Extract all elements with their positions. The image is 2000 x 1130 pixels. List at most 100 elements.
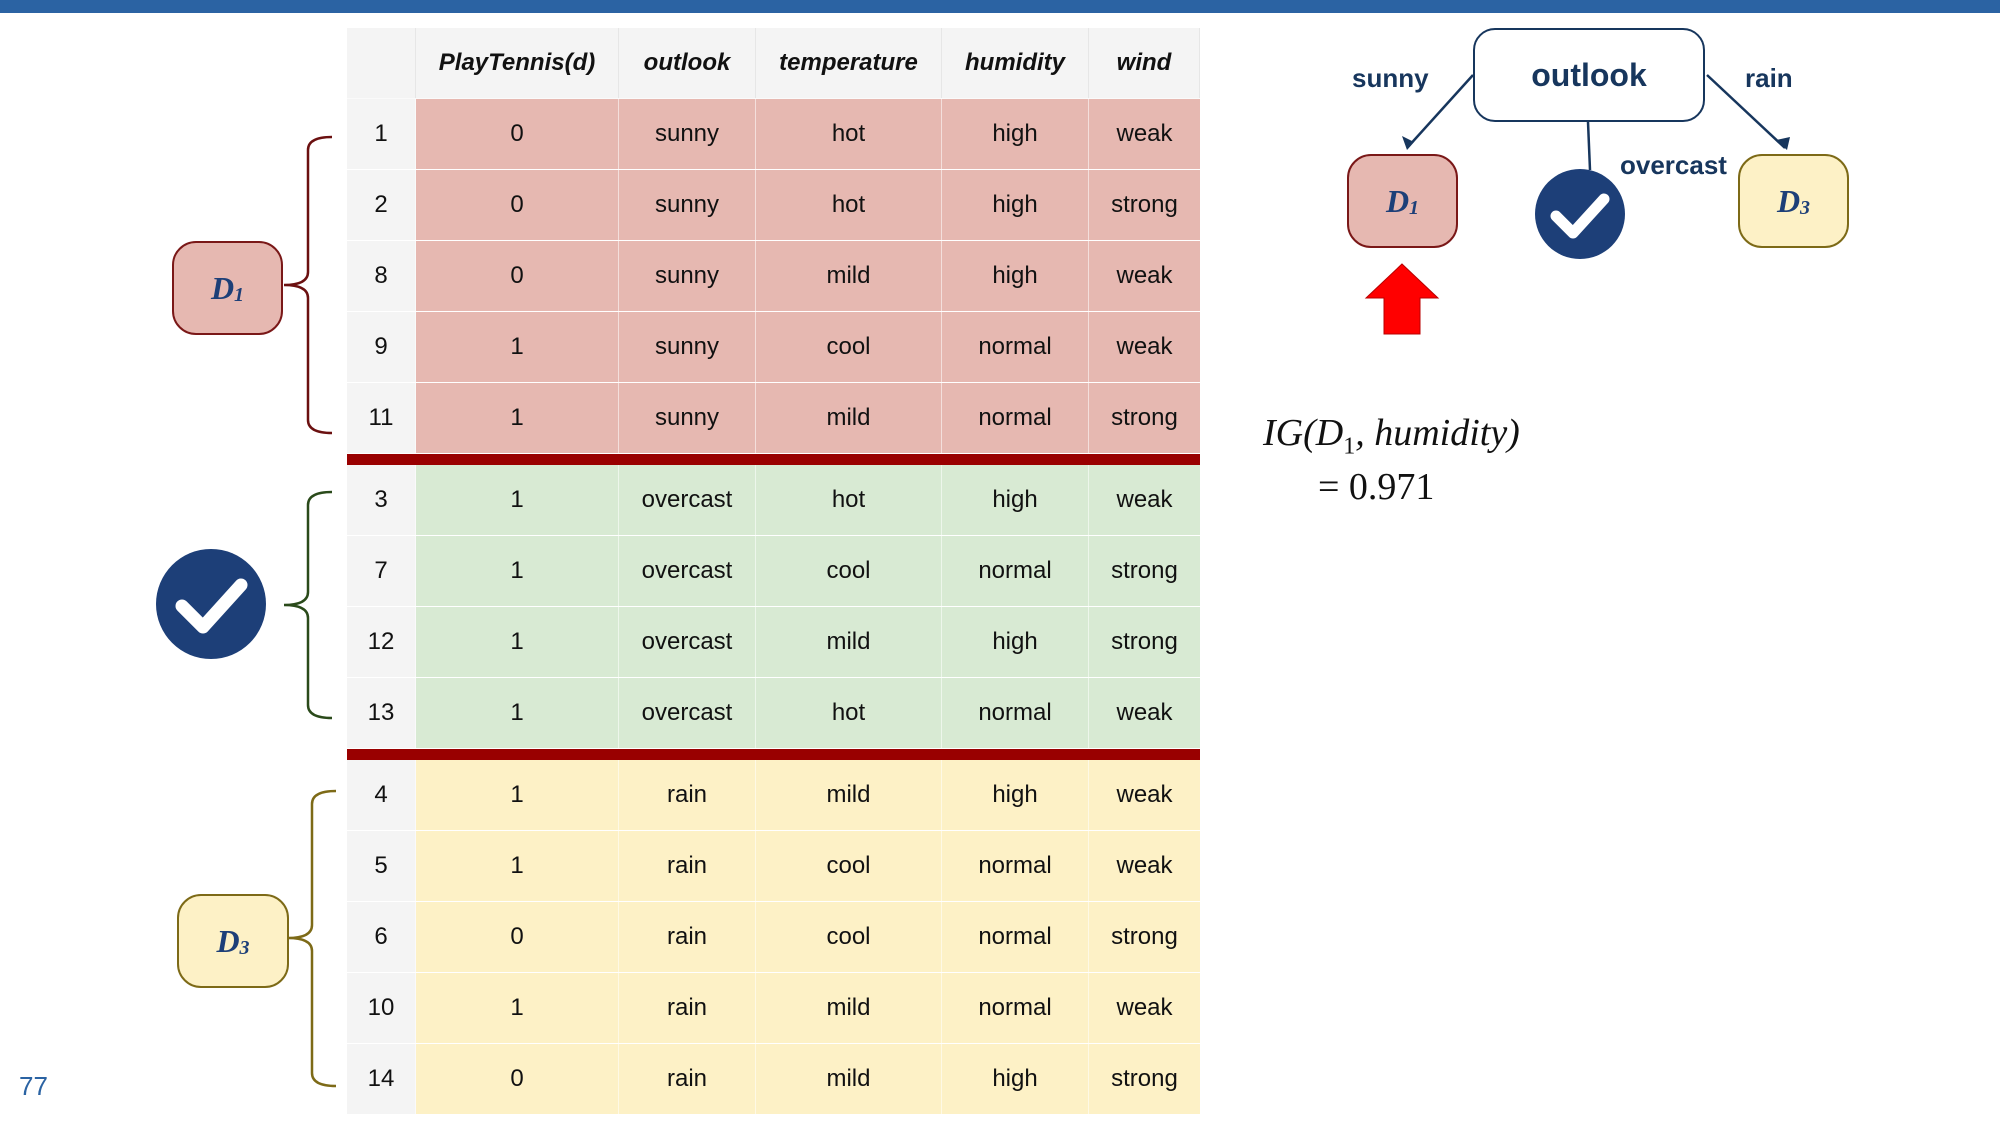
table-cell: high [942,170,1089,240]
tree-root-outlook: outlook [1473,28,1705,122]
information-gain-formula: IG(D1, humidity) [1263,412,1520,460]
edge-rain-arrowhead [1776,137,1790,150]
table-cell: rain [619,973,756,1043]
row-index-cell: 12 [347,607,416,677]
table-cell: normal [942,383,1089,453]
row-index-cell: 3 [347,465,416,535]
row-index-cell: 2 [347,170,416,240]
table-cell: 1 [416,383,619,453]
table-cell: 1 [416,607,619,677]
table-cell: 1 [416,760,619,830]
edge-sunny-arrowhead [1402,136,1414,150]
table-cell: cool [756,312,942,382]
table-cell: normal [942,678,1089,748]
table-cell: rain [619,760,756,830]
up-arrow-icon [1364,263,1440,335]
header-cell: temperature [756,28,942,98]
table-cell: 1 [416,678,619,748]
table-row: 7 1 overcast cool normal strong [347,536,1200,607]
table-cell: 1 [416,831,619,901]
edge-sunny [1406,74,1474,149]
table-cell: weak [1089,831,1200,901]
table-cell: cool [756,831,942,901]
page-number: 77 [19,1071,48,1101]
table-cell: hot [756,465,942,535]
table-cell: normal [942,312,1089,382]
edge-overcast [1586,121,1592,171]
table-cell: 0 [416,902,619,972]
table-cell: overcast [619,607,756,677]
table-row: 13 1 overcast hot normal weak [347,678,1200,749]
table-cell: strong [1089,1044,1200,1114]
table-row: 6 0 rain cool normal strong [347,902,1200,973]
table-row: 4 1 rain mild high weak [347,760,1200,831]
table-cell: sunny [619,383,756,453]
group-separator [347,454,1200,465]
playtennis-table: PlayTennis(d) outlook temperature humidi… [347,28,1200,1115]
bracket-check [283,490,333,720]
table-cell: overcast [619,465,756,535]
table-header-row: PlayTennis(d) outlook temperature humidi… [347,28,1200,99]
row-index-cell: 10 [347,973,416,1043]
top-bar [0,0,2000,13]
table-cell: strong [1089,607,1200,677]
table-cell: high [942,99,1089,169]
header-cell: humidity [942,28,1089,98]
table-cell: mild [756,241,942,311]
table-cell: rain [619,902,756,972]
table-cell: 1 [416,465,619,535]
table-cell: cool [756,536,942,606]
bracket-d1 [283,135,333,435]
edge-label-rain: rain [1745,63,1793,93]
tree-edges [1402,74,1790,171]
table-cell: weak [1089,312,1200,382]
table-cell: high [942,1044,1089,1114]
table-cell: normal [942,902,1089,972]
row-index-cell: 6 [347,902,416,972]
table-cell: weak [1089,678,1200,748]
table-cell: weak [1089,465,1200,535]
table-cell: 1 [416,973,619,1043]
edge-rain [1706,74,1786,149]
table-cell: mild [756,973,942,1043]
row-index-cell: 8 [347,241,416,311]
table-cell: normal [942,831,1089,901]
table-cell: mild [756,1044,942,1114]
table-row: 1 0 sunny hot high weak [347,99,1200,170]
table-cell: high [942,241,1089,311]
table-cell: cool [756,902,942,972]
table-row: 2 0 sunny hot high strong [347,170,1200,241]
table-row: 12 1 overcast mild high strong [347,607,1200,678]
table-cell: normal [942,536,1089,606]
row-index-cell: 9 [347,312,416,382]
table-cell: sunny [619,170,756,240]
table-row: 8 0 sunny mild high weak [347,241,1200,312]
header-cell: PlayTennis(d) [416,28,619,98]
header-cell [347,28,416,98]
table-cell: overcast [619,678,756,748]
row-index-cell: 7 [347,536,416,606]
table-cell: 1 [416,536,619,606]
table-cell: strong [1089,383,1200,453]
table-cell: strong [1089,536,1200,606]
table-cell: weak [1089,99,1200,169]
table-cell: weak [1089,241,1200,311]
table-cell: hot [756,99,942,169]
table-cell: weak [1089,760,1200,830]
table-cell: mild [756,760,942,830]
table-cell: strong [1089,902,1200,972]
table-row: 10 1 rain mild normal weak [347,973,1200,1044]
edge-label-overcast: overcast [1620,150,1727,180]
row-index-cell: 4 [347,760,416,830]
tree-check-icon [1535,169,1625,259]
header-cell: outlook [619,28,756,98]
table-cell: overcast [619,536,756,606]
table-cell: mild [756,607,942,677]
table-cell: mild [756,383,942,453]
row-index-cell: 13 [347,678,416,748]
table-cell: 0 [416,99,619,169]
table-row: 9 1 sunny cool normal weak [347,312,1200,383]
information-gain-value: = 0.971 [1318,466,1435,508]
